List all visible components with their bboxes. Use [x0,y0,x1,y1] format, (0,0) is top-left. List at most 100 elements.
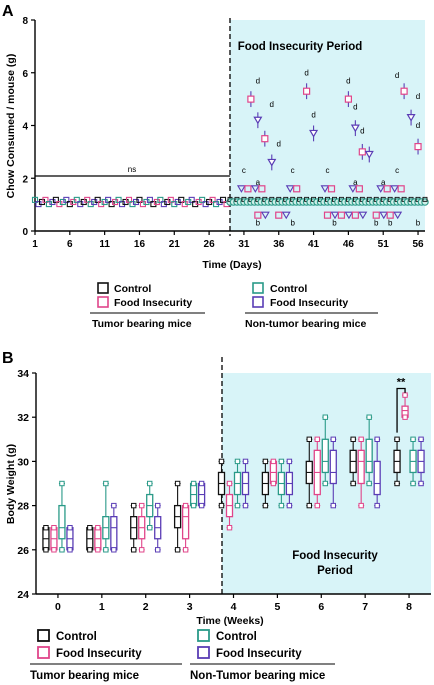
pre-period-marker [115,196,122,203]
spike-square [358,148,366,156]
legend-a-control-tumor-swatch [97,282,109,294]
box-point [410,436,416,443]
annotation-letter: c [291,166,295,175]
pre-period-marker [146,196,153,203]
box-point [218,502,225,509]
annotation-letter: d [277,140,281,149]
pre-period-marker [84,196,91,203]
sig-bracket-line [396,387,406,433]
fi-high-square [244,185,252,193]
box-point [198,502,205,509]
x-tick-label-b: 3 [187,601,193,613]
x-tick-label-a: 46 [343,239,355,250]
annotation-letter: a [256,178,261,187]
box-point [182,547,189,553]
box-point [67,525,73,531]
box-point [350,480,356,487]
x-tick-label-b: 6 [318,601,324,613]
fi-high-triangle [236,185,246,193]
legend-b-control-nontumor-label: Control [216,631,257,643]
box-point [418,480,424,487]
pre-period-marker [63,196,70,203]
box-point [190,502,197,509]
annotation-letter: b [256,219,261,228]
annotation-letter: b [416,219,421,228]
box-point [286,502,293,509]
fi-low-square [323,211,332,219]
panel-b-letter: B [2,350,14,367]
pre-period-marker [199,196,206,203]
panel-a-baseline-markers [31,185,429,220]
panel-a-ylabel: Chow Consumed / mouse (g) [5,54,17,199]
fi-low-square [351,211,359,219]
panel-a-fi-spikes [247,83,422,171]
legend-b-fi-nontumor-swatch [197,646,210,659]
annotation-letter: c [242,166,246,175]
legend-b-fi-tumor-label: Food Insecurity [56,648,142,660]
fi-low-triangle [358,211,368,220]
pre-period-marker [219,196,227,203]
annotation-letter: d [256,76,260,85]
spike-triangle [364,150,374,159]
box-point [147,525,153,531]
legend-a-control-tumor-label: Control [114,283,151,295]
box-point [174,547,181,553]
annotation-letter: c [395,166,399,175]
box-point [139,547,145,553]
pre-period-marker [94,196,101,203]
x-tick-label-b: 4 [231,601,237,613]
x-tick-label-b: 5 [274,601,280,613]
x-tick-label-b: 2 [143,601,149,613]
legend-b-control-tumor-swatch [37,629,50,642]
spike-triangle [309,129,319,138]
annotation-letter: b [388,219,393,228]
box-point [87,547,93,553]
pre-period-marker [136,196,143,203]
legend-a-tumor-group-label: Tumor bearing mice [92,318,192,330]
box-point [306,502,312,509]
box-point [358,502,364,509]
fi-high-triangle [250,185,260,193]
box-point [95,547,101,553]
pre-period-marker [188,196,195,203]
box-point [103,547,109,553]
annotation-letter: d [346,76,350,85]
box-point [374,436,380,443]
spike-triangle [406,113,416,122]
box-point [402,414,408,420]
annotation-letter: d [360,126,364,135]
legend-b-control-nontumor-swatch [197,629,210,642]
box-point [374,502,380,509]
box-point [366,414,372,420]
box-point [182,502,189,509]
y-tick-label-a: 4 [22,122,28,133]
legend-b-nontumor-group-label: Non-Tumor bearing mice [190,670,325,682]
legend-a-fi-tumor-swatch [97,296,109,308]
legend-a-fi-nontumor-swatch [252,296,264,308]
box-point [51,547,57,553]
box-point [111,547,117,553]
fi-low-triangle [379,211,389,220]
legend-b-fi-tumor-swatch [37,646,50,659]
x-tick-label-b: 0 [55,601,61,613]
sig-label: ** [397,376,406,388]
spike-square [400,87,408,95]
box-body [181,504,190,540]
box-point [218,458,225,465]
box-point [330,502,336,509]
fi-low-square [372,211,380,219]
spike-triangle [253,116,263,125]
y-tick-label-a: 6 [22,69,28,80]
x-tick-label-a: 56 [412,239,424,250]
x-tick-label-b: 8 [406,601,412,613]
box-point [67,547,73,553]
pre-period-marker [42,196,49,203]
box-point [262,502,269,509]
box-point [314,502,320,509]
box-point [314,436,320,443]
y-tick-label-b: 30 [17,456,29,468]
box-point [286,458,293,465]
y-tick-label-b: 34 [17,368,29,380]
panel-b-ylabel: Body Weight (g) [5,444,17,524]
